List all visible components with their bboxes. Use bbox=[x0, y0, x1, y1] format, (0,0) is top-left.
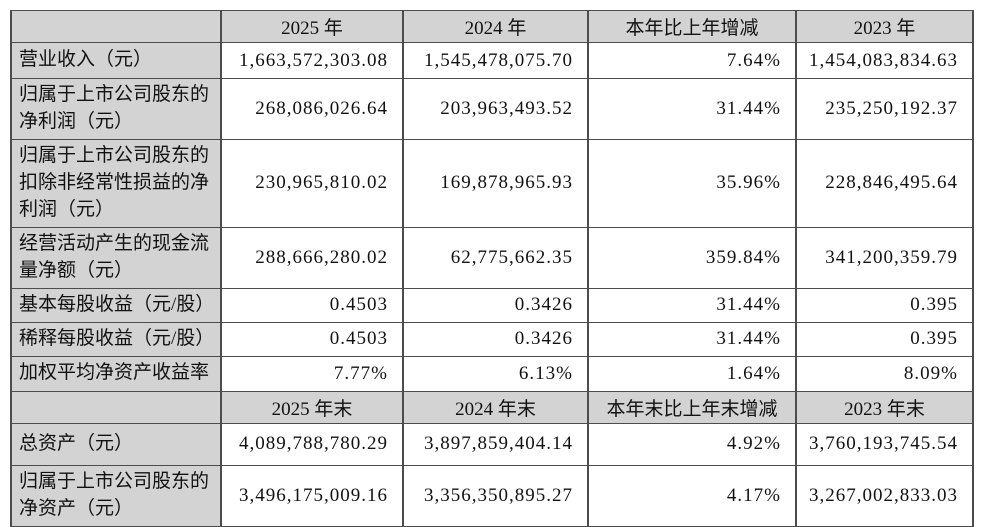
period-header-row: 2025 年 2024 年 本年比上年增减 2023 年 bbox=[10, 10, 974, 43]
value-cell: 169,878,965.93 bbox=[402, 138, 589, 228]
row-label-weighted-roe: 加权平均净资产收益率 bbox=[10, 355, 222, 392]
value-cell: 0.395 bbox=[795, 287, 974, 323]
value-cell: 6.13% bbox=[402, 355, 589, 392]
value-cell: 4,089,788,780.29 bbox=[220, 422, 404, 466]
row-label-revenue: 营业收入（元） bbox=[10, 42, 222, 79]
value-cell: 3,897,859,404.14 bbox=[402, 422, 589, 466]
value-cell: 3,267,002,833.03 bbox=[795, 464, 974, 527]
value-cell: 35.96% bbox=[587, 138, 797, 228]
value-cell: 0.3426 bbox=[402, 321, 589, 357]
value-cell: 1,663,572,303.08 bbox=[220, 42, 404, 79]
value-cell: 31.44% bbox=[587, 321, 797, 357]
row-label-basic-eps: 基本每股收益（元/股） bbox=[10, 287, 222, 323]
value-cell: 7.77% bbox=[220, 355, 404, 392]
value-cell: 0.395 bbox=[795, 321, 974, 357]
row-label-operating-cash-flow: 经营活动产生的现金流 量净额（元） bbox=[10, 226, 222, 289]
corner-blank-cell bbox=[10, 390, 222, 424]
value-cell: 288,666,280.02 bbox=[220, 226, 404, 289]
row-label-net-profit: 归属于上市公司股东的 净利润（元） bbox=[10, 78, 222, 140]
col-header-yoy-change: 本年比上年增减 bbox=[587, 10, 797, 43]
value-cell: 0.4503 bbox=[220, 321, 404, 357]
col-header-2023: 2023 年 bbox=[795, 10, 974, 43]
table-row: 基本每股收益（元/股） 0.4503 0.3426 31.44% 0.395 bbox=[10, 287, 974, 323]
value-cell: 230,965,810.02 bbox=[220, 138, 404, 228]
col-header-2025: 2025 年 bbox=[220, 10, 404, 43]
table-row: 归属于上市公司股东的 净资产（元） 3,496,175,009.16 3,356… bbox=[10, 464, 974, 527]
value-cell: 235,250,192.37 bbox=[795, 78, 974, 140]
value-cell: 1.64% bbox=[587, 355, 797, 392]
table-row: 稀释每股收益（元/股） 0.4503 0.3426 31.44% 0.395 bbox=[10, 321, 974, 357]
col-header-2024: 2024 年 bbox=[402, 10, 589, 43]
row-label-total-assets: 总资产（元） bbox=[10, 422, 222, 466]
value-cell: 268,086,026.64 bbox=[220, 78, 404, 140]
col-header-eoy-change: 本年末比上年末增减 bbox=[587, 390, 797, 424]
row-label-net-assets: 归属于上市公司股东的 净资产（元） bbox=[10, 464, 222, 527]
value-cell: 1,454,083,834.63 bbox=[795, 42, 974, 79]
table-row: 总资产（元） 4,089,788,780.29 3,897,859,404.14… bbox=[10, 422, 974, 466]
key-financials-table: 2025 年 2024 年 本年比上年增减 2023 年 营业收入（元） 1,6… bbox=[10, 10, 974, 527]
value-cell: 341,200,359.79 bbox=[795, 226, 974, 289]
corner-blank-cell bbox=[10, 10, 222, 43]
table-row: 经营活动产生的现金流 量净额（元） 288,666,280.02 62,775,… bbox=[10, 226, 974, 289]
value-cell: 7.64% bbox=[587, 42, 797, 79]
value-cell: 359.84% bbox=[587, 226, 797, 289]
row-label-diluted-eps: 稀释每股收益（元/股） bbox=[10, 321, 222, 357]
eop-header-row: 2025 年末 2024 年末 本年末比上年末增减 2023 年末 bbox=[10, 390, 974, 424]
value-cell: 4.17% bbox=[587, 464, 797, 527]
table-row: 加权平均净资产收益率 7.77% 6.13% 1.64% 8.09% bbox=[10, 355, 974, 392]
value-cell: 4.92% bbox=[587, 422, 797, 466]
table-row: 归属于上市公司股东的 扣除非经常性损益的净 利润（元） 230,965,810.… bbox=[10, 138, 974, 228]
value-cell: 31.44% bbox=[587, 78, 797, 140]
value-cell: 0.3426 bbox=[402, 287, 589, 323]
value-cell: 3,496,175,009.16 bbox=[220, 464, 404, 527]
value-cell: 31.44% bbox=[587, 287, 797, 323]
row-label-net-profit-deducted: 归属于上市公司股东的 扣除非经常性损益的净 利润（元） bbox=[10, 138, 222, 228]
col-header-2024-eoy: 2024 年末 bbox=[402, 390, 589, 424]
value-cell: 62,775,662.35 bbox=[402, 226, 589, 289]
value-cell: 3,760,193,745.54 bbox=[795, 422, 974, 466]
col-header-2025-eoy: 2025 年末 bbox=[220, 390, 404, 424]
col-header-2023-eoy: 2023 年末 bbox=[795, 390, 974, 424]
value-cell: 203,963,493.52 bbox=[402, 78, 589, 140]
table-row: 归属于上市公司股东的 净利润（元） 268,086,026.64 203,963… bbox=[10, 78, 974, 140]
value-cell: 8.09% bbox=[795, 355, 974, 392]
value-cell: 3,356,350,895.27 bbox=[402, 464, 589, 527]
value-cell: 0.4503 bbox=[220, 287, 404, 323]
value-cell: 1,545,478,075.70 bbox=[402, 42, 589, 79]
value-cell: 228,846,495.64 bbox=[795, 138, 974, 228]
table-row: 营业收入（元） 1,663,572,303.08 1,545,478,075.7… bbox=[10, 42, 974, 79]
